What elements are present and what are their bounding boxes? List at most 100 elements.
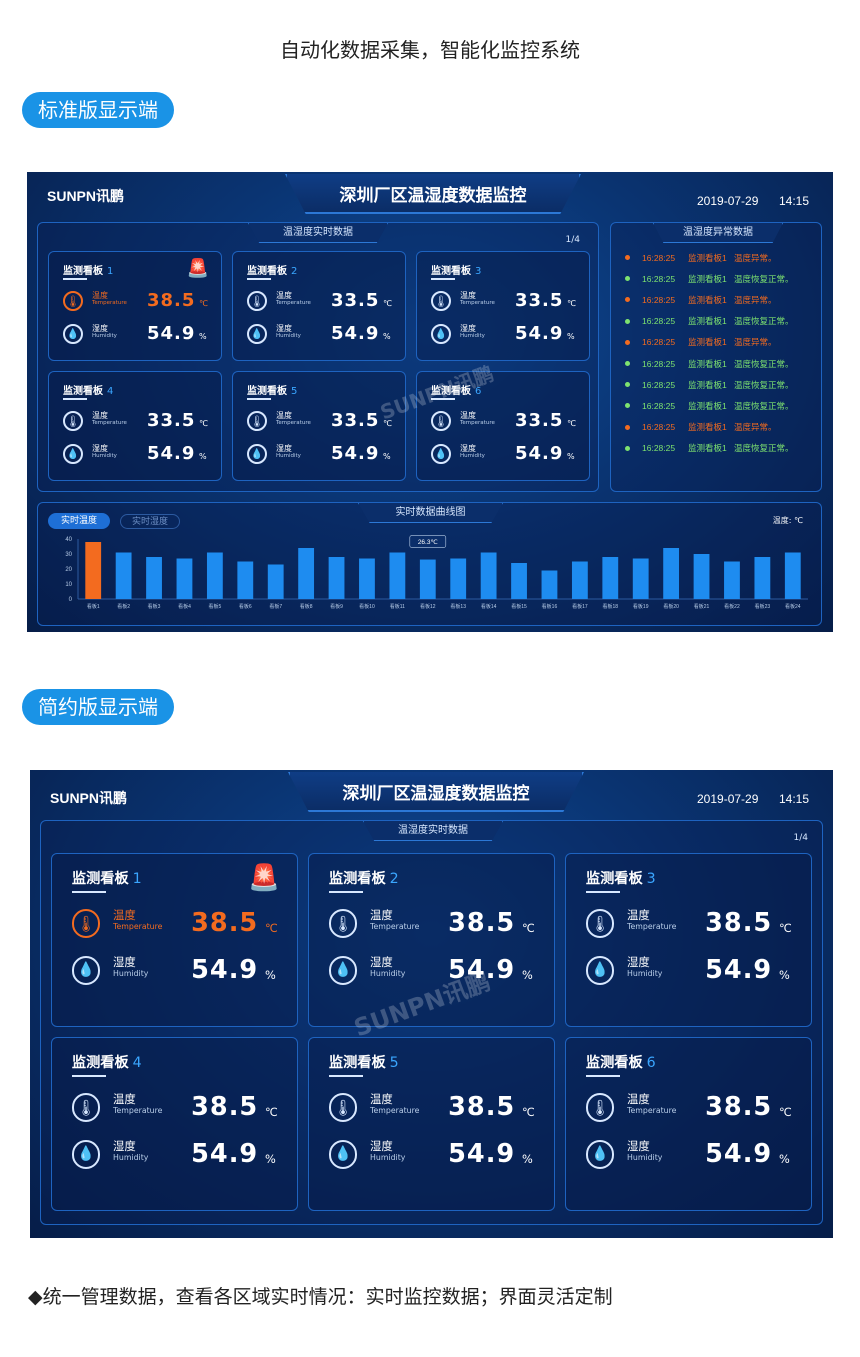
row-message: 温度恢复正常。 — [734, 443, 794, 454]
temp-value: 38.5 — [705, 1091, 773, 1122]
monitor-card-2[interactable]: 监测看板 2 🌡 温度 Temperature 33.5 ℃ 💧 湿度 Humidit… — [232, 251, 406, 361]
abnormal-row: 16:28:25 监测看板1 温度恢复正常。 — [621, 311, 821, 332]
row-message: 温度恢复正常。 — [734, 400, 794, 411]
temp-unit: ℃ — [779, 1104, 792, 1119]
monitor-card-4[interactable]: 监测看板 4 🌡 温度 Temperature 38.5 ℃ 💧 湿度 Humidit… — [51, 1037, 298, 1211]
bar-看板6 — [237, 561, 254, 599]
thermometer-icon: 🌡 — [63, 291, 83, 311]
bar-看板3 — [146, 557, 162, 599]
temp-unit: ℃ — [199, 299, 208, 308]
time-display: 14:15 — [779, 194, 810, 208]
hum-unit: % — [779, 1151, 790, 1166]
temp-unit: ℃ — [265, 920, 278, 935]
row-message: 温度恢复正常。 — [734, 316, 794, 327]
monitor-card-3[interactable]: 监测看板 3 🌡 温度 Temperature 38.5 ℃ 💧 湿度 Humidit… — [565, 853, 812, 1027]
row-board: 监测看板1 — [688, 252, 727, 263]
x-tick-label: 看板17 — [572, 603, 588, 610]
monitor-card-5[interactable]: 监测看板 5 🌡 温度 Temperature 33.5 ℃ 💧 湿度 Humidit… — [232, 371, 406, 481]
card-title: 监测看板 1 — [72, 868, 142, 888]
bar-看板17 — [571, 561, 588, 599]
temp-label: 温度 Temperature — [460, 411, 495, 427]
monitor-card-1[interactable]: 监测看板 1 🚨 🌡 温度 Temperature 38.5 ℃ 💧 湿度 Humid… — [51, 853, 298, 1027]
x-tick-label: 看板7 — [269, 603, 282, 610]
card-title: 监测看板 3 — [431, 262, 481, 277]
status-dot — [625, 445, 630, 451]
abnormal-row: 16:28:25 监测看板1 温度恢复正常。 — [621, 438, 821, 459]
row-message: 温度恢复正常。 — [734, 358, 794, 369]
abnormal-row: 16:28:25 监测看板1 温度异常。 — [621, 247, 821, 268]
title-underline — [63, 398, 87, 400]
date-display: 2019-07-29 — [697, 194, 759, 208]
card-title: 监测看板 4 — [72, 1052, 142, 1072]
card-number: 3 — [646, 871, 656, 888]
card-number: 5 — [389, 1055, 399, 1072]
abnormal-row: 16:28:25 监测看板1 温度异常。 — [621, 289, 821, 310]
card-name: 监测看板 — [328, 871, 386, 888]
realtime-title: 温湿度实时数据 — [248, 223, 388, 243]
row-time: 16:28:25 — [642, 316, 676, 327]
temp-unit: ℃ — [779, 920, 792, 935]
bar-看板12 — [419, 559, 436, 599]
hum-label: 湿度 Humidity — [370, 1139, 406, 1163]
title-underline — [431, 398, 455, 400]
temp-label: 温度 Temperature — [92, 411, 127, 427]
hum-unit: % — [522, 967, 533, 982]
temp-label: 温度 Temperature — [370, 1092, 420, 1116]
tab-realtime-temp[interactable]: 实时温度 — [48, 513, 110, 529]
y-tick-label: 20 — [65, 567, 72, 573]
page-indicator[interactable]: 1/4 — [793, 833, 808, 843]
card-number: 6 — [646, 1055, 656, 1072]
thermometer-icon: 🌡 — [431, 291, 451, 311]
bar-看板11 — [389, 552, 406, 599]
row-message: 温度恢复正常。 — [734, 273, 794, 284]
status-dot — [625, 255, 630, 261]
hum-value: 54.9 — [147, 443, 196, 464]
abnormal-frame: 温湿度异常数据 16:28:25 监测看板1 温度异常。 16:28:25 监测看板1 温… — [610, 222, 822, 492]
monitor-card-4[interactable]: 监测看板 4 🌡 温度 Temperature 33.5 ℃ 💧 湿度 Humidit… — [48, 371, 222, 481]
hum-unit: % — [383, 332, 391, 341]
top-title: 自动化数据采集，智能化监控系统 — [280, 38, 580, 62]
x-tick-label: 看板12 — [420, 603, 436, 610]
hum-value: 54.9 — [448, 954, 516, 985]
page-indicator[interactable]: 1/4 — [565, 235, 580, 245]
card-title: 监测看板 4 — [63, 382, 113, 397]
status-dot — [625, 361, 630, 367]
monitor-card-2[interactable]: 监测看板 2 🌡 温度 Temperature 38.5 ℃ 💧 湿度 Humidit… — [308, 853, 555, 1027]
brand-logo: SUNPN讯鹏 — [50, 790, 128, 806]
y-tick-label: 30 — [65, 552, 72, 558]
hum-value: 54.9 — [448, 1138, 516, 1169]
humidity-icon: 💧 — [71, 1140, 101, 1169]
tab-realtime-hum[interactable]: 实时湿度 — [120, 514, 180, 529]
monitor-card-6[interactable]: 监测看板 6 🌡 温度 Temperature 33.5 ℃ 💧 湿度 Humidit… — [416, 371, 590, 481]
row-time: 16:28:25 — [642, 337, 676, 348]
monitor-card-5[interactable]: 监测看板 5 🌡 温度 Temperature 38.5 ℃ 💧 湿度 Humidit… — [308, 1037, 555, 1211]
x-tick-label: 看板21 — [694, 603, 710, 610]
thermometer-icon: 🌡 — [585, 909, 615, 938]
temp-label: 温度 Temperature — [627, 908, 677, 932]
simple-dashboard: SUNPN讯鹏 深圳厂区温湿度数据监控 2019-07-29 14:15 温湿度… — [30, 770, 833, 1238]
title-underline — [71, 890, 106, 893]
bar-看板14 — [480, 552, 497, 599]
title-frame — [288, 772, 584, 812]
card-title: 监测看板 2 — [329, 868, 399, 888]
card-name: 监测看板 — [431, 386, 471, 397]
temp-unit: ℃ — [522, 920, 535, 935]
hum-unit: % — [199, 332, 207, 341]
bar-看板10 — [359, 558, 375, 599]
hum-unit: % — [779, 967, 790, 982]
row-message: 温度异常。 — [734, 252, 777, 263]
hum-value: 54.9 — [191, 1138, 259, 1169]
monitor-card-3[interactable]: 监测看板 3 🌡 温度 Temperature 33.5 ℃ 💧 湿度 Humidit… — [416, 251, 590, 361]
monitor-card-1[interactable]: 监测看板 1 🚨 🌡 温度 Temperature 38.5 ℃ 💧 湿度 Humid… — [48, 251, 222, 361]
temp-value: 33.5 — [147, 410, 196, 431]
hum-value: 54.9 — [515, 323, 564, 344]
x-tick-label: 看板3 — [148, 603, 161, 610]
bar-看板2 — [115, 552, 132, 599]
hum-unit: % — [383, 452, 391, 461]
thermometer-icon: 🌡 — [63, 411, 83, 431]
hum-unit: % — [522, 1151, 533, 1166]
monitor-card-6[interactable]: 监测看板 6 🌡 温度 Temperature 38.5 ℃ 💧 湿度 Humidit… — [565, 1037, 812, 1211]
x-tick-label: 看板16 — [542, 603, 558, 610]
temp-unit: ℃ — [383, 299, 392, 308]
x-tick-label: 看板24 — [785, 603, 801, 610]
